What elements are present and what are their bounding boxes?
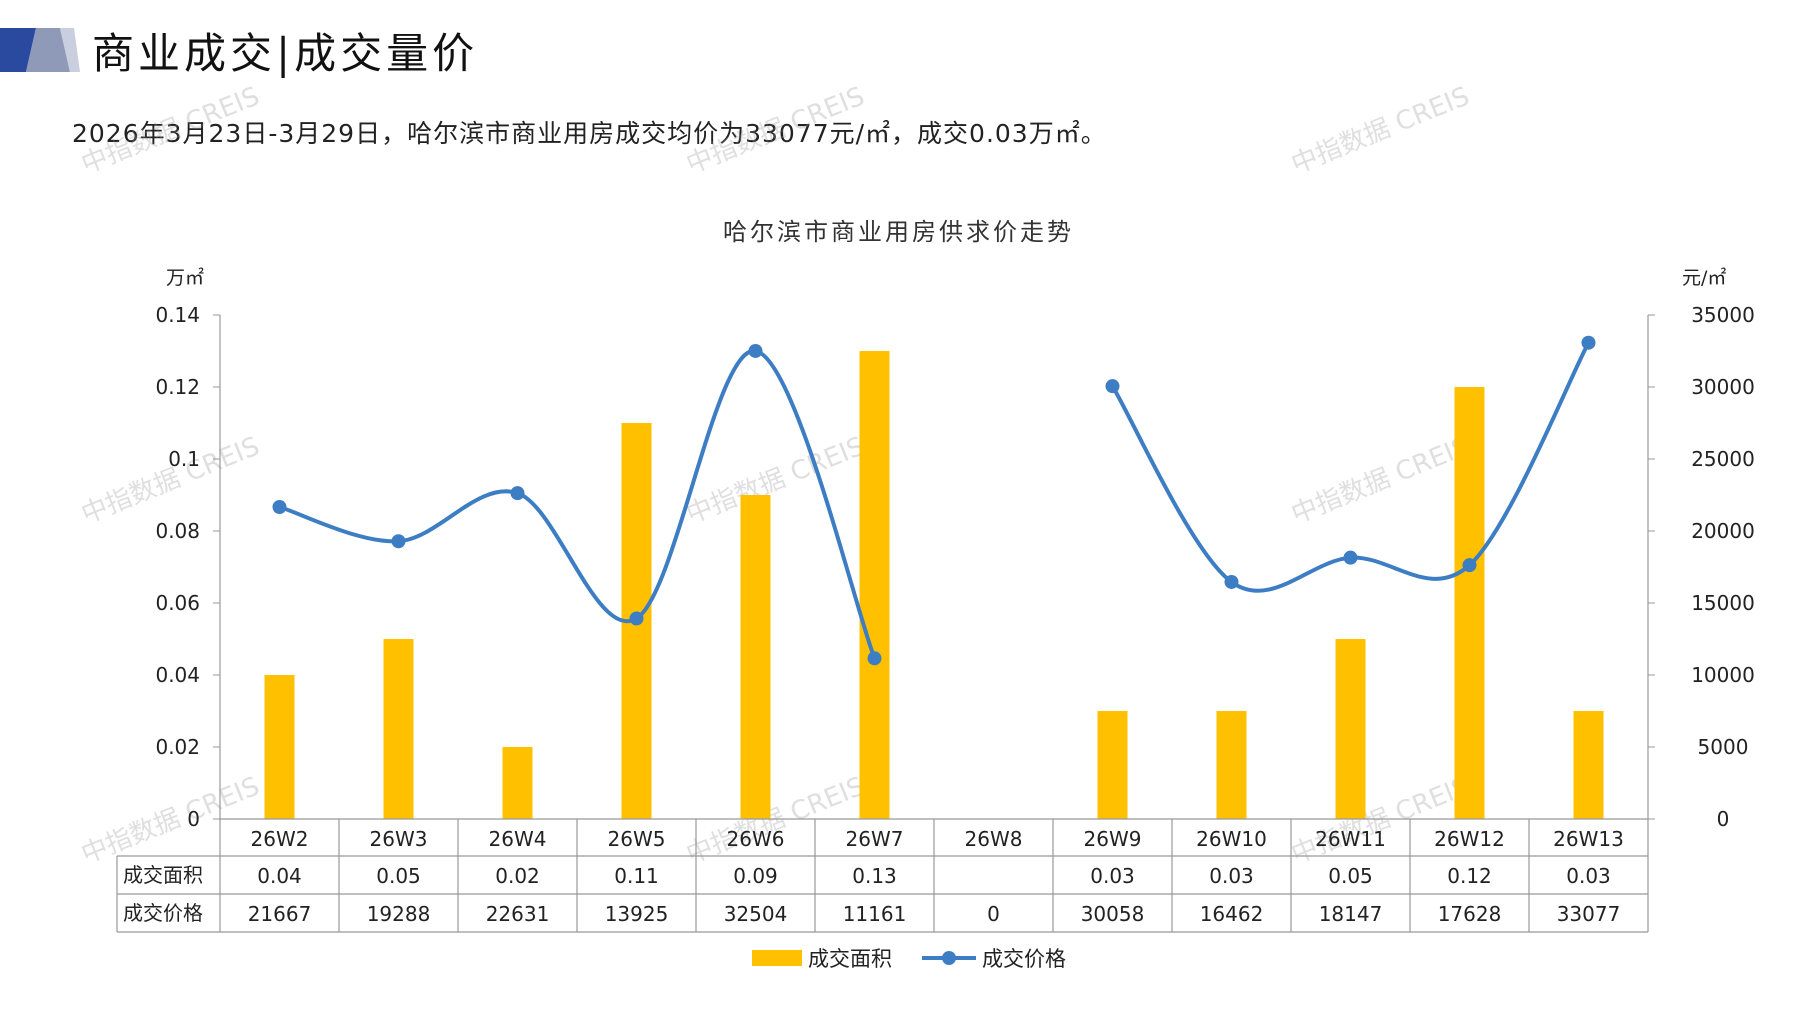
header-decoration: [0, 28, 80, 72]
bar-26W11: [1335, 639, 1366, 819]
bar-26W7: [859, 351, 890, 819]
table-cell-area: 0.11: [614, 864, 659, 888]
bar-26W9: [1097, 711, 1128, 819]
right-axis-unit: 元/㎡: [1682, 266, 1726, 289]
legend-marker-price: [942, 951, 956, 965]
table-cell-area: 0.13: [852, 864, 897, 888]
left-axis-tick-label: 0.14: [155, 303, 200, 327]
category-label: 26W3: [370, 827, 428, 851]
category-label: 26W12: [1434, 827, 1505, 851]
table-cell-area: 0.05: [376, 864, 421, 888]
right-axis-tick-label: 25000: [1691, 447, 1755, 471]
summary-text: 2026年3月23日-3月29日，哈尔滨市商业用房成交均价为33077元/㎡，成…: [72, 119, 1107, 148]
price-line: [278, 348, 877, 660]
category-label: 26W10: [1196, 827, 1267, 851]
table-cell-price: 17628: [1438, 902, 1502, 926]
left-axis-tick-label: 0.1: [168, 447, 200, 471]
table-cell-price: 32504: [724, 902, 788, 926]
left-axis-tick-label: 0: [187, 807, 200, 831]
left-axis-tick-label: 0.04: [155, 663, 200, 687]
price-point-26W2: [272, 499, 287, 514]
price-point-26W11: [1343, 550, 1358, 565]
bar-26W13: [1573, 711, 1604, 819]
bar-26W10: [1216, 711, 1247, 819]
table-cell-area: 0.02: [495, 864, 540, 888]
bar-26W6: [740, 495, 771, 819]
table-cell-price: 13925: [605, 902, 669, 926]
legend-label-area: 成交面积: [808, 947, 892, 971]
left-axis-tick-label: 0.12: [155, 375, 200, 399]
price-point-26W7: [867, 651, 882, 666]
price-point-26W4: [510, 486, 525, 501]
table-cell-price: 11161: [843, 902, 907, 926]
table-cell-price: 33077: [1557, 902, 1621, 926]
right-axis-tick-label: 5000: [1698, 735, 1749, 759]
table-cell-area: 0.09: [733, 864, 778, 888]
table-cell-price: 16462: [1200, 902, 1264, 926]
price-point-26W3: [391, 534, 406, 549]
table-row-header: 成交价格: [123, 901, 203, 925]
right-axis-tick-label: 20000: [1691, 519, 1755, 543]
left-axis-unit: 万㎡: [166, 266, 204, 289]
category-label: 26W13: [1553, 827, 1624, 851]
category-label: 26W7: [846, 827, 904, 851]
table-cell-price: 18147: [1319, 902, 1383, 926]
price-point-26W9: [1105, 379, 1120, 394]
bar-26W2: [264, 675, 295, 819]
table-cell-price: 0: [987, 902, 1000, 926]
right-axis-tick-label: 10000: [1691, 663, 1755, 687]
bar-26W3: [383, 639, 414, 819]
table-cell-price: 22631: [486, 902, 550, 926]
table-cell-area: 0.03: [1566, 864, 1611, 888]
category-label: 26W4: [489, 827, 547, 851]
table-cell-area: 0.03: [1090, 864, 1135, 888]
table-row-header: 成交面积: [123, 863, 203, 887]
table-cell-area: 0.12: [1447, 864, 1492, 888]
table-cell-price: 30058: [1081, 902, 1145, 926]
right-axis-tick-label: 30000: [1691, 375, 1755, 399]
category-label: 26W11: [1315, 827, 1386, 851]
price-point-26W5: [629, 611, 644, 626]
bar-26W12: [1454, 387, 1485, 819]
chart-title: 哈尔滨市商业用房供求价走势: [723, 218, 1074, 246]
price-point-26W10: [1224, 574, 1239, 589]
left-axis-tick-label: 0.02: [155, 735, 200, 759]
left-axis-tick-label: 0.08: [155, 519, 200, 543]
table-cell-price: 19288: [367, 902, 431, 926]
legend-swatch-area: [752, 950, 802, 966]
table-cell-area: 0.04: [257, 864, 302, 888]
category-label: 26W9: [1084, 827, 1142, 851]
legend-label-price: 成交价格: [982, 947, 1066, 971]
bar-26W4: [502, 747, 533, 819]
category-label: 26W8: [965, 827, 1023, 851]
left-axis-tick-label: 0.06: [155, 591, 200, 615]
price-point-26W6: [748, 343, 763, 358]
right-axis-tick-label: 0: [1717, 807, 1730, 831]
right-axis-tick-label: 15000: [1691, 591, 1755, 615]
price-point-26W13: [1581, 335, 1596, 350]
category-label: 26W2: [251, 827, 309, 851]
category-label: 26W6: [727, 827, 785, 851]
page-title: 商业成交|成交量价: [92, 29, 479, 78]
table-cell-price: 21667: [248, 902, 312, 926]
table-cell-area: 0.03: [1209, 864, 1254, 888]
price-point-26W12: [1462, 558, 1477, 573]
category-label: 26W5: [608, 827, 666, 851]
table-cell-area: 0.05: [1328, 864, 1373, 888]
right-axis-tick-label: 35000: [1691, 303, 1755, 327]
